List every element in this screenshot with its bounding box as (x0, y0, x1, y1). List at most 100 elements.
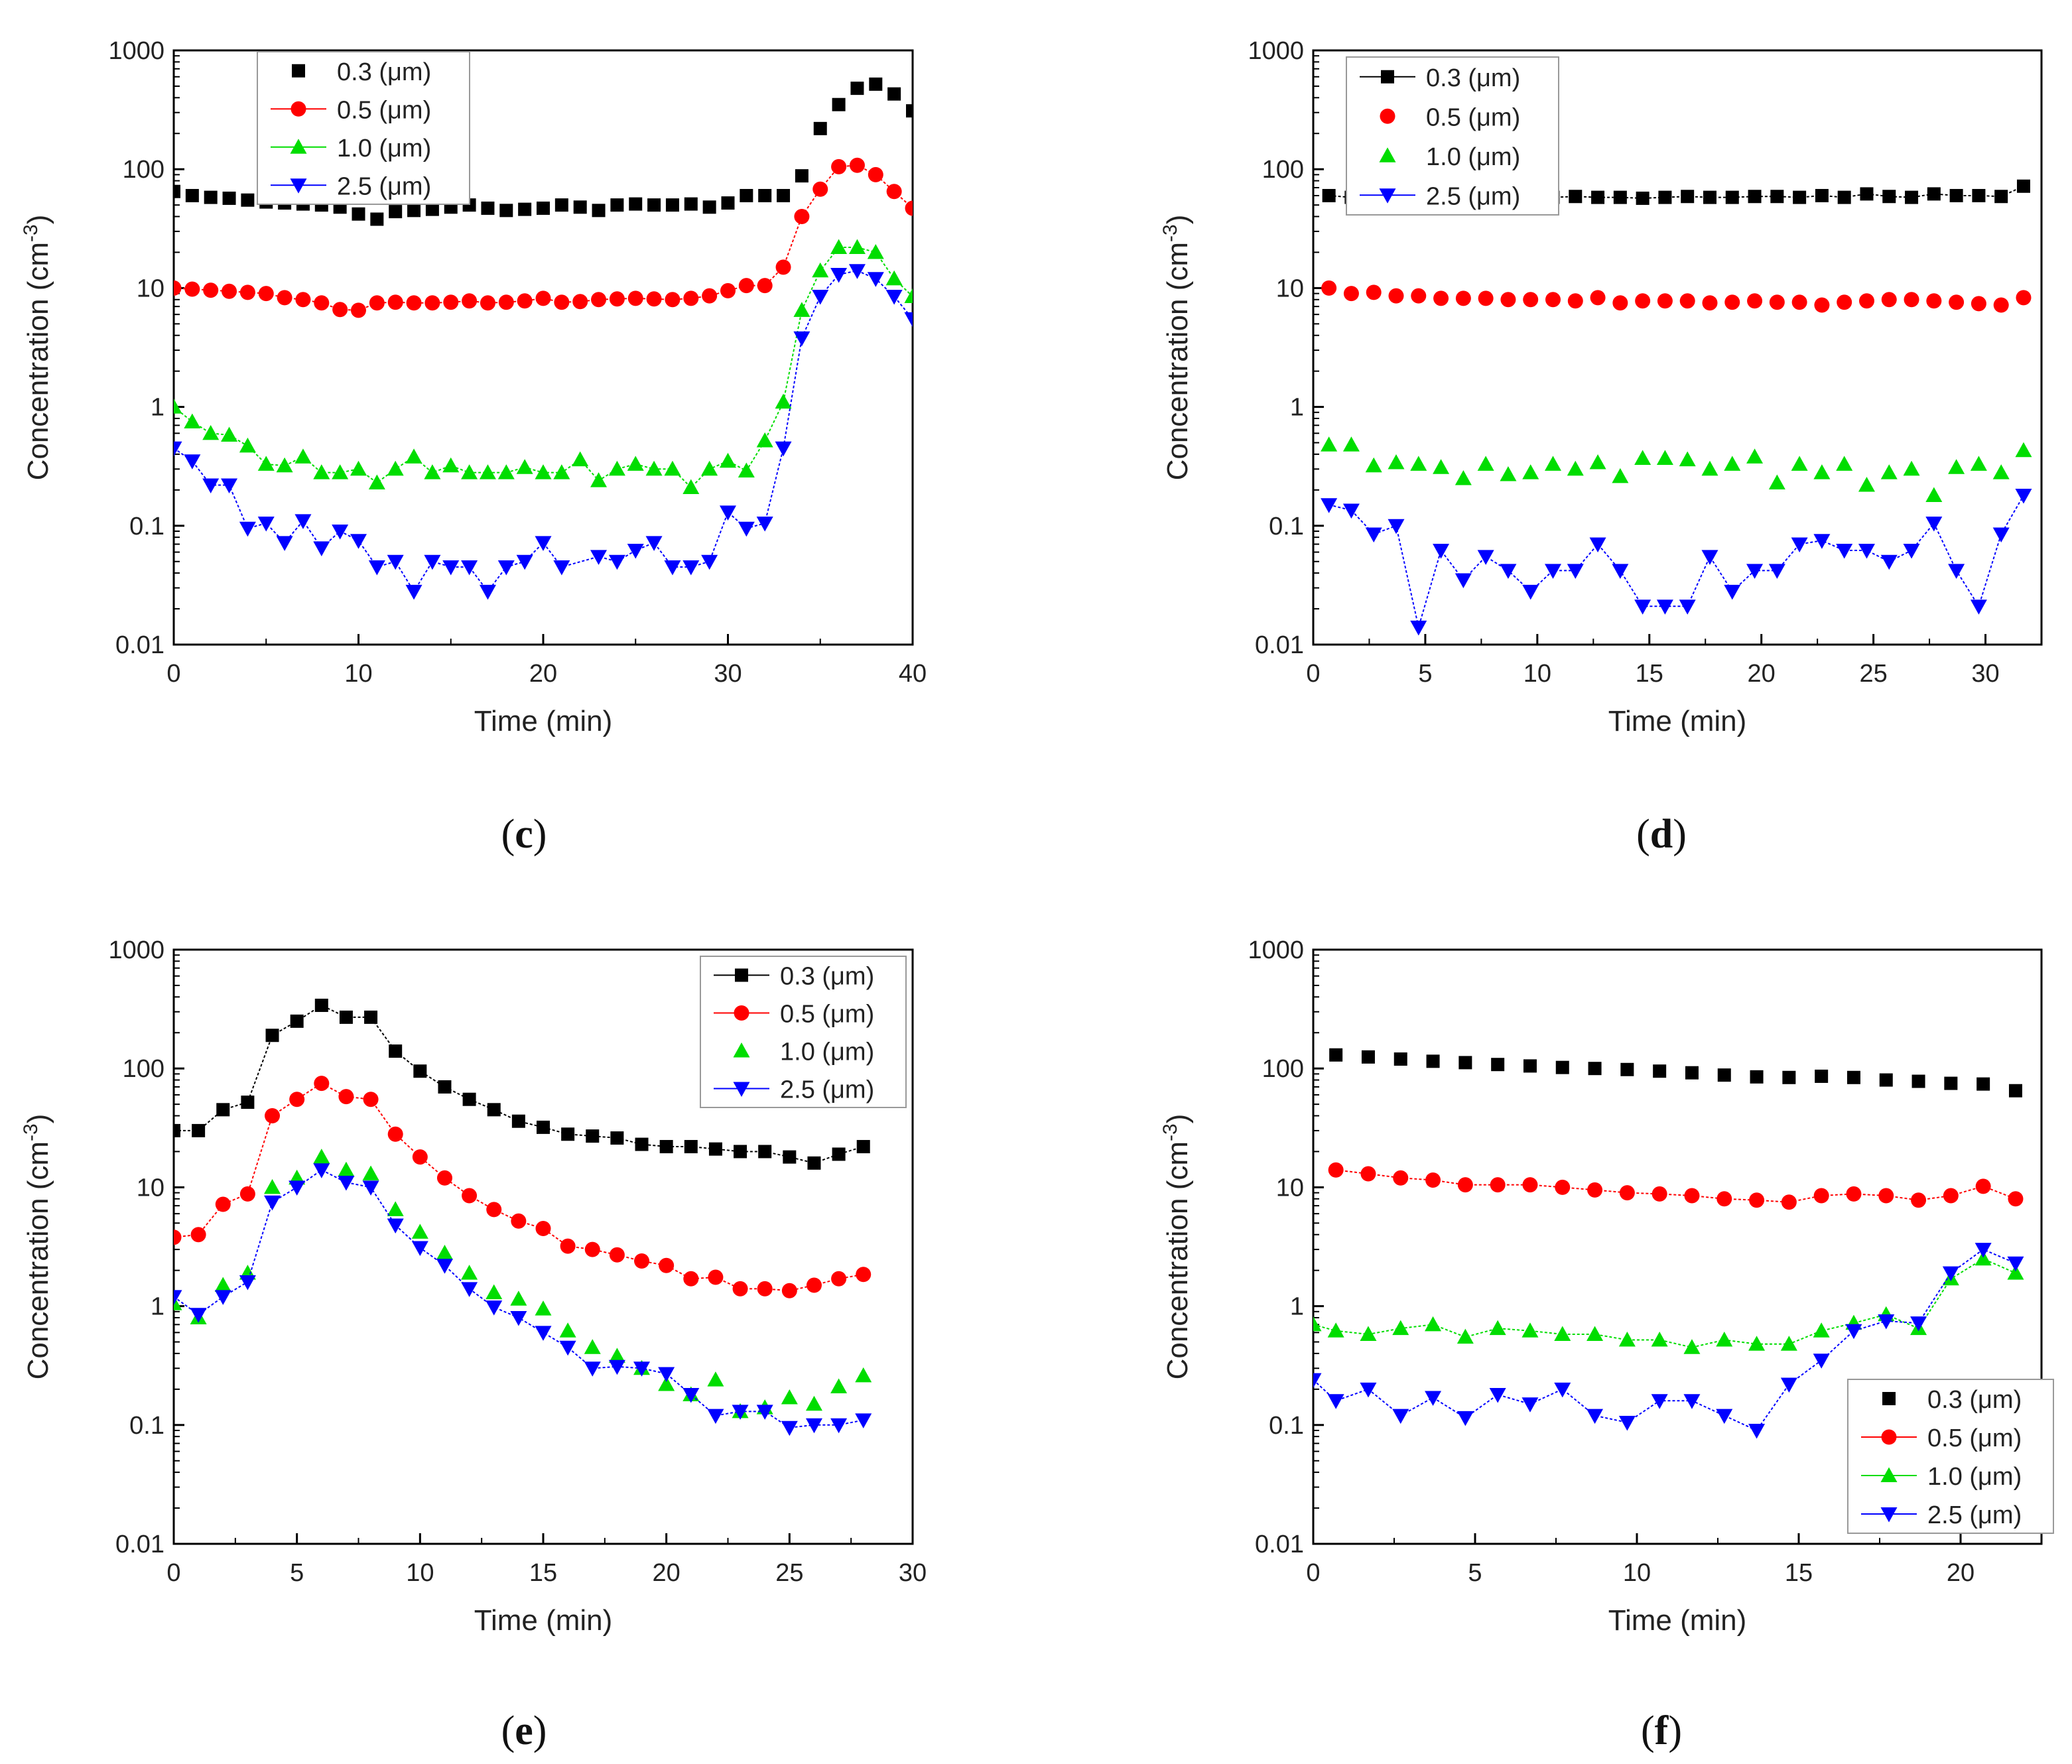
data-point (1882, 190, 1896, 204)
data-point (608, 1359, 625, 1375)
data-point (436, 1244, 453, 1260)
data-point (387, 1201, 404, 1216)
data-point (701, 460, 718, 476)
data-point (314, 998, 328, 1012)
data-point (1588, 1062, 1602, 1076)
data-point (1791, 456, 1808, 471)
data-point (867, 243, 884, 259)
data-point (406, 295, 422, 311)
data-point (1567, 564, 1584, 579)
legend-marker (1379, 147, 1396, 162)
data-point (1972, 188, 1986, 202)
legend-label: 1.0 (μm) (1426, 143, 1520, 171)
data-point (1724, 294, 1740, 310)
data-point (535, 1300, 552, 1316)
data-point (405, 448, 422, 464)
data-point (190, 1227, 206, 1243)
data-point (203, 283, 219, 298)
legend-marker (1380, 108, 1395, 124)
data-point (1724, 456, 1741, 471)
data-point (239, 521, 256, 537)
data-point (1846, 1186, 1862, 1202)
data-point (461, 464, 478, 479)
data-point (481, 201, 495, 215)
x-axis-label: Time (min) (1608, 705, 1747, 737)
data-point (264, 1195, 281, 1211)
data-point (1313, 1316, 1322, 1332)
data-point (535, 290, 551, 306)
data-point (805, 1395, 822, 1411)
data-point (2015, 442, 2032, 458)
data-point (535, 536, 552, 551)
data-point (1477, 456, 1494, 471)
data-point (1944, 1076, 1958, 1090)
data-point (461, 1282, 478, 1297)
data-point (1770, 190, 1784, 204)
data-point (1793, 190, 1807, 204)
data-point (1567, 293, 1583, 309)
data-point (1618, 1416, 1636, 1431)
data-point (1433, 544, 1450, 559)
data-point (1702, 295, 1718, 311)
data-point (1651, 1186, 1667, 1202)
data-point (387, 554, 404, 570)
data-point (462, 293, 478, 309)
data-point (2007, 1265, 2024, 1280)
y-tick-label: 100 (123, 1055, 164, 1083)
data-point (1949, 188, 1963, 202)
data-point (1522, 1397, 1539, 1413)
data-point (553, 464, 570, 479)
data-point (1679, 293, 1695, 309)
data-point (1837, 190, 1851, 204)
data-point (590, 550, 608, 565)
data-point (627, 544, 644, 559)
y-axis-label: Concentration (cm-3) (20, 1114, 54, 1380)
data-point (732, 1281, 748, 1296)
data-point (1858, 293, 1874, 309)
data-point (645, 460, 663, 476)
data-point (1410, 456, 1427, 471)
data-point (332, 464, 349, 479)
data-point (1591, 190, 1605, 204)
data-point (608, 460, 625, 476)
data-point (610, 198, 624, 212)
data-layer (1321, 179, 2032, 636)
data-point (1813, 1354, 1830, 1369)
data-point (518, 202, 532, 216)
data-point (350, 460, 367, 476)
y-tick-label: 0.1 (129, 513, 164, 540)
data-point (1554, 1326, 1571, 1341)
data-point (559, 1322, 576, 1338)
data-layer (1313, 1048, 2024, 1439)
x-tick-label: 5 (1418, 660, 1432, 688)
data-point (554, 294, 570, 310)
data-point (1522, 1322, 1539, 1338)
x-axis-label: Time (min) (474, 1604, 613, 1637)
data-point (257, 517, 275, 532)
data-point (338, 1089, 354, 1105)
data-point (707, 1371, 724, 1387)
data-point (368, 560, 385, 576)
data-point (1747, 293, 1763, 309)
data-point (634, 1253, 650, 1269)
data-point (1724, 584, 1741, 600)
data-point (610, 1131, 624, 1145)
data-point (1545, 292, 1561, 308)
data-point (462, 1092, 476, 1106)
x-tick-label: 20 (1748, 660, 1776, 688)
data-point (1846, 1070, 1860, 1084)
data-point (204, 190, 218, 204)
data-point (1926, 293, 1942, 309)
data-point (1634, 450, 1651, 465)
data-point (807, 1156, 821, 1170)
data-point (1970, 599, 1987, 615)
x-tick-label: 15 (1636, 660, 1663, 688)
data-point (1433, 290, 1449, 306)
data-point (174, 1229, 182, 1245)
data-point (1683, 1394, 1701, 1409)
data-point (775, 393, 792, 409)
data-point (1651, 1394, 1668, 1409)
data-point (290, 1014, 304, 1028)
data-point (1949, 294, 1965, 310)
